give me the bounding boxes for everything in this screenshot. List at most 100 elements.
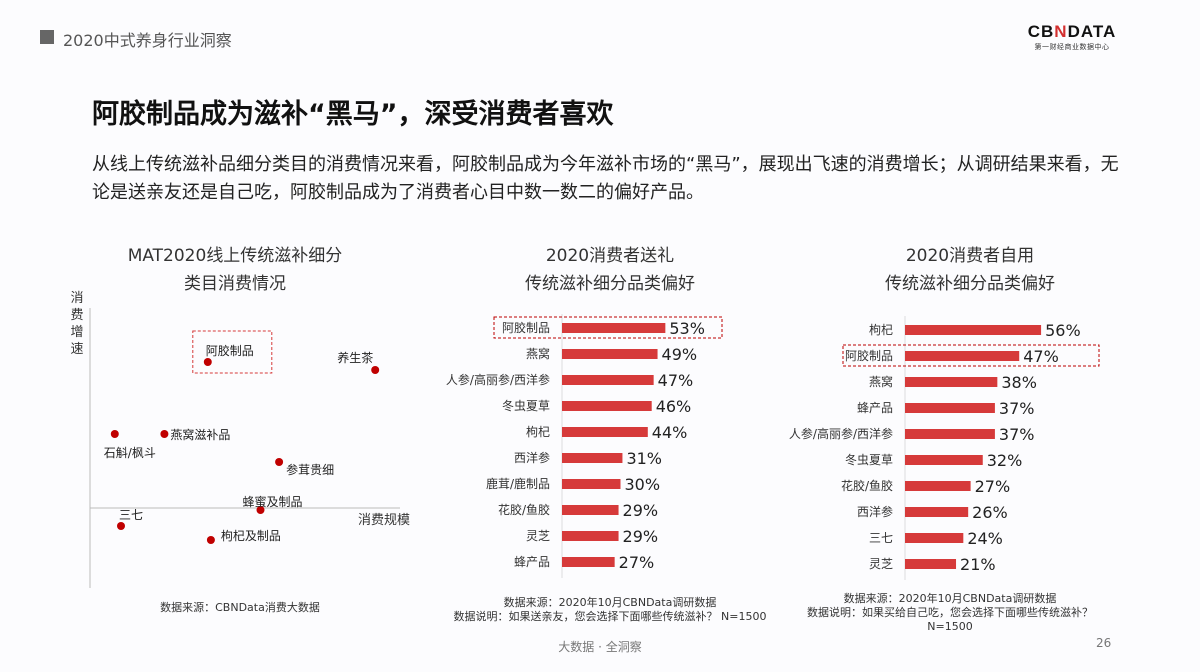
point-label: 阿胶制品	[206, 343, 254, 358]
page-title: 阿胶制品成为滋补“黑马”，深受消费者喜欢	[92, 99, 614, 130]
bar	[905, 559, 957, 569]
bar	[562, 479, 621, 489]
bar-category-label: 燕窝	[869, 374, 893, 389]
scatter-point	[206, 536, 215, 544]
bar	[905, 455, 983, 465]
highlight-box	[842, 344, 1100, 367]
bar-value-label: 53%	[669, 319, 705, 338]
bar	[905, 325, 1042, 335]
self-notes: 数据来源：2020年10月CBNData调研数据 数据说明：如果买给自己吃，您会…	[770, 592, 1130, 634]
gift-note: 数据说明：如果送亲友，您会选择下面哪些传统滋补？ N=1500	[453, 610, 767, 623]
point-label: 枸杞及制品	[221, 528, 281, 543]
bar-category-label: 灵芝	[869, 556, 893, 571]
bar-category-label: 枸杞	[526, 424, 550, 439]
bar	[562, 557, 615, 567]
scatter-title-line: MAT2020线上传统滋补细分	[127, 246, 343, 266]
bar	[562, 505, 619, 515]
bar-category-label: 西洋参	[514, 450, 550, 465]
y-axis-label: 消费增速	[70, 291, 84, 357]
bar-value-label: 47%	[1023, 347, 1059, 366]
bar-value-label: 37%	[999, 399, 1035, 418]
bar-category-label: 冬虫夏草	[502, 398, 550, 413]
bar-category-label: 花胶/鱼胶	[841, 478, 893, 493]
scatter-title: MAT2020线上传统滋补细分 类目消费情况	[90, 242, 380, 298]
self-source: 数据来源：2020年10月CBNData调研数据	[843, 592, 1057, 605]
scatter-point	[275, 458, 284, 466]
highlight-box	[192, 330, 273, 374]
bar-category-label: 灵芝	[526, 528, 550, 543]
bar-category-label: 阿胶制品	[502, 320, 550, 335]
self-title-line: 传统滋补细分品类偏好	[885, 274, 1055, 294]
bar-value-label: 56%	[1045, 321, 1081, 340]
page-number: 26	[1096, 636, 1112, 650]
bar-category-label: 人参/高丽参/西洋参	[446, 372, 550, 387]
bar-category-label: 阿胶制品	[845, 348, 893, 363]
bar-category-label: 三七	[869, 531, 893, 545]
bar-value-label: 27%	[975, 477, 1011, 496]
gift-notes: 数据来源：2020年10月CBNData调研数据 数据说明：如果送亲友，您会选择…	[420, 596, 800, 624]
scatter-point	[203, 358, 212, 366]
bar	[562, 401, 652, 411]
point-label: 三七	[119, 508, 143, 522]
gift-title-line: 2020消费者送礼	[545, 246, 675, 266]
bar	[905, 533, 964, 543]
bar-value-label: 21%	[960, 555, 996, 574]
bar	[905, 429, 995, 439]
bar	[562, 427, 648, 437]
bar-value-label: 31%	[626, 449, 662, 468]
scatter-point	[110, 430, 119, 438]
bar-value-label: 44%	[652, 423, 688, 442]
self-note: 数据说明：如果买给自己吃，您会选择下面哪些传统滋补？	[807, 606, 1093, 619]
logo-sub: 第一财经商业数据中心	[1034, 43, 1110, 51]
scatter-point	[160, 430, 169, 438]
section-marker	[40, 30, 54, 44]
bar	[562, 531, 619, 541]
bar-category-label: 人参/高丽参/西洋参	[789, 426, 893, 441]
bar-value-label: 37%	[999, 425, 1035, 444]
bar	[905, 377, 998, 387]
scatter-point	[117, 522, 125, 530]
point-label: 蜂蜜及制品	[243, 494, 303, 509]
bar-value-label: 27%	[619, 553, 655, 572]
bar-value-label: 47%	[658, 371, 694, 390]
gift-chart-title: 2020消费者送礼 传统滋补细分品类偏好	[460, 242, 760, 298]
self-title-line: 2020消费者自用	[905, 246, 1035, 266]
bar-value-label: 32%	[987, 451, 1023, 470]
x-axis-label: 消费规模	[358, 513, 410, 528]
bar	[905, 481, 971, 491]
point-label: 养生茶	[337, 350, 373, 365]
bar-category-label: 花胶/鱼胶	[498, 502, 550, 517]
highlight-box	[493, 316, 723, 339]
point-label: 石斛/枫斗	[104, 445, 156, 460]
bar-category-label: 冬虫夏草	[845, 452, 893, 467]
bar	[905, 351, 1020, 361]
bar-value-label: 38%	[1001, 373, 1037, 392]
gift-source: 数据来源：2020年10月CBNData调研数据	[503, 596, 717, 609]
scatter-source: 数据来源：CBNData消费大数据	[160, 601, 320, 614]
footer-slogan: 大数据 · 全洞察	[558, 640, 642, 654]
point-label: 燕窝滋补品	[170, 427, 230, 442]
bar	[562, 453, 623, 463]
scatter-point	[371, 366, 380, 374]
self-chart-title: 2020消费者自用 传统滋补细分品类偏好	[820, 242, 1120, 298]
bar-value-label: 49%	[662, 345, 698, 364]
section-title: 2020中式养身行业洞察	[63, 31, 232, 50]
self-sample: N=1500	[927, 620, 973, 633]
bar-value-label: 30%	[625, 475, 661, 494]
point-label: 参茸贵细	[286, 462, 334, 477]
cbndata-logo: CBNDATA 第一财经商业数据中心	[1022, 22, 1122, 52]
bar	[562, 349, 658, 359]
bar-value-label: 29%	[623, 501, 659, 520]
bar-value-label: 29%	[623, 527, 659, 546]
bar-category-label: 燕窝	[526, 346, 550, 361]
bar-value-label: 46%	[656, 397, 692, 416]
bar	[562, 323, 666, 333]
bar	[905, 403, 995, 413]
bar-category-label: 蜂产品	[514, 555, 550, 569]
scatter-title-line: 类目消费情况	[184, 274, 286, 294]
bar-category-label: 蜂产品	[857, 401, 893, 415]
logo-main: CBNDATA	[1027, 22, 1117, 41]
bar-category-label: 西洋参	[857, 504, 893, 519]
page-description: 从线上传统滋补品细分类目的消费情况来看，阿胶制品成为今年滋补市场的“黑马”，展现…	[92, 154, 1119, 203]
